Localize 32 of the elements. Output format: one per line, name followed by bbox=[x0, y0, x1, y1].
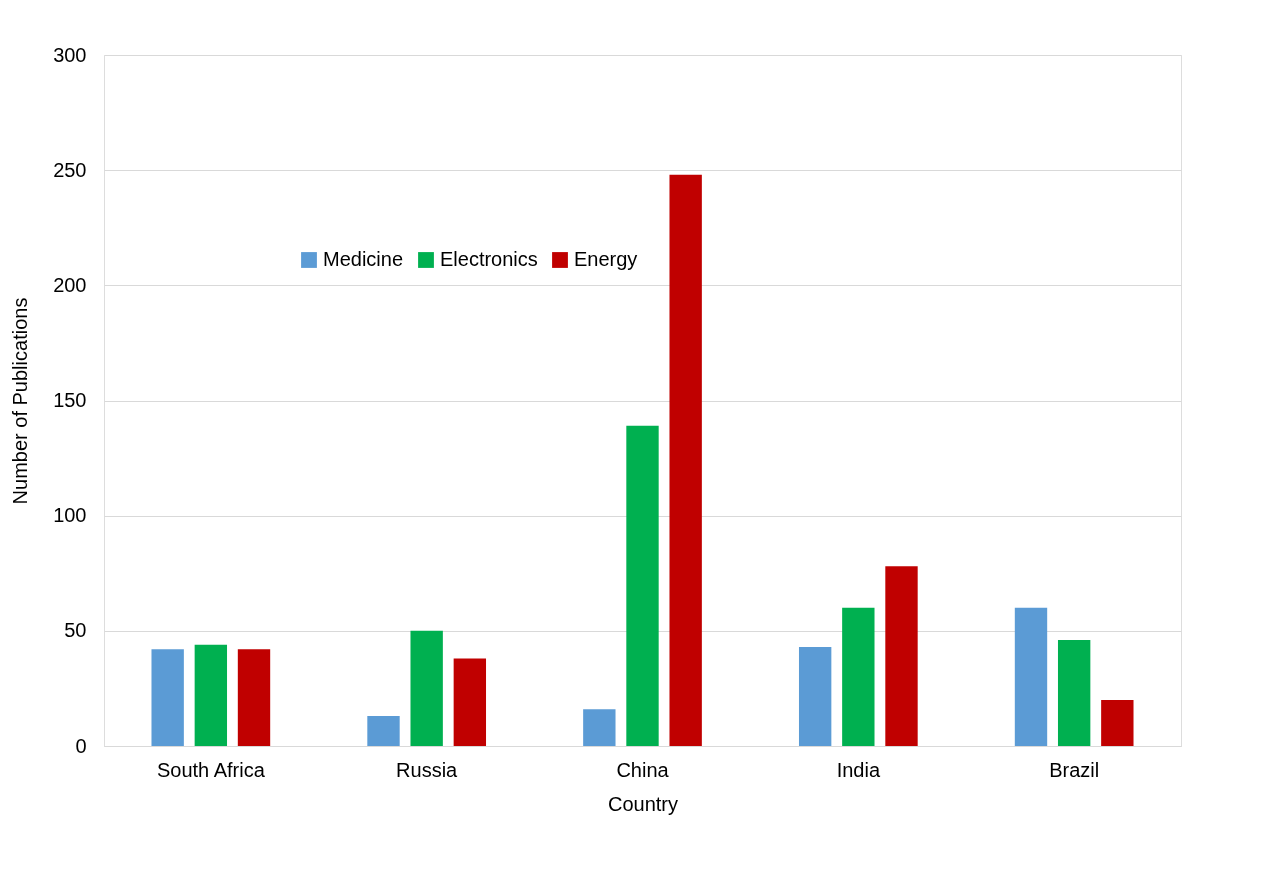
legend-label: Medicine bbox=[323, 248, 404, 270]
x-tick-label: China bbox=[616, 758, 670, 781]
bar bbox=[798, 646, 832, 746]
x-axis-title: Country bbox=[607, 792, 679, 815]
bar bbox=[1014, 607, 1048, 746]
bar bbox=[1057, 640, 1091, 746]
x-tick-label: India bbox=[836, 758, 881, 781]
bar bbox=[885, 566, 918, 746]
legend-label: Energy bbox=[574, 248, 638, 270]
bar bbox=[237, 649, 271, 746]
bar bbox=[194, 644, 228, 746]
y-tick-label: 0 bbox=[75, 734, 87, 757]
y-tick-label: 100 bbox=[53, 504, 87, 527]
bar bbox=[410, 630, 443, 746]
y-tick-label: 150 bbox=[53, 389, 87, 411]
bar bbox=[626, 425, 659, 746]
bar bbox=[669, 174, 702, 746]
x-tick-label: Russia bbox=[396, 758, 459, 781]
bar bbox=[453, 658, 487, 746]
y-tick-label: 200 bbox=[53, 273, 87, 296]
x-tick-label: South Africa bbox=[156, 758, 266, 781]
y-tick-label: 50 bbox=[64, 619, 87, 642]
bar bbox=[367, 716, 400, 746]
bar bbox=[842, 607, 875, 746]
bar bbox=[1101, 699, 1134, 746]
x-tick-label: Brazil bbox=[1049, 758, 1100, 781]
y-tick-label: 300 bbox=[53, 43, 87, 66]
y-tick-label: 250 bbox=[53, 158, 87, 181]
legend-label: Electronics bbox=[440, 248, 538, 270]
bar bbox=[583, 709, 616, 746]
bar bbox=[151, 649, 184, 746]
y-axis-title: Number of Publications bbox=[9, 297, 32, 505]
